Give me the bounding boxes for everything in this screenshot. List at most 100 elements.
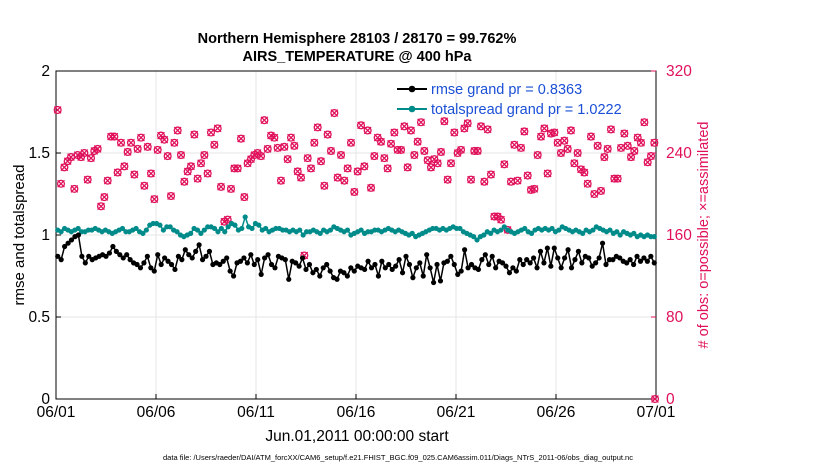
- totalspread-series-point: [522, 225, 528, 232]
- rmse-series-point: [103, 253, 109, 259]
- rmse-series-point: [482, 252, 488, 258]
- obs-count-marker: [480, 177, 489, 186]
- rmse-series-point: [65, 240, 71, 246]
- obs-count-marker: [560, 136, 569, 145]
- rmse-series-point: [593, 260, 599, 266]
- totalspread-series-point: [549, 225, 555, 232]
- rmse-series-point: [165, 258, 171, 264]
- obs-count-marker: [123, 147, 132, 157]
- obs-count-marker: [140, 181, 149, 190]
- x-tick-label: 06/11: [237, 404, 275, 421]
- totalspread-series-point: [300, 232, 306, 238]
- y-tick-label-right: 320: [666, 63, 692, 80]
- rmse-series-point: [124, 252, 130, 258]
- totalspread-series-point: [256, 222, 262, 228]
- obs-count-marker: [623, 141, 632, 150]
- rmse-series-point: [203, 253, 209, 259]
- totalspread-series-point: [157, 222, 163, 228]
- rmse-series-point: [541, 260, 547, 266]
- rmse-series-point: [299, 255, 306, 261]
- totalspread-series-point: [556, 227, 562, 233]
- obs-count-marker: [193, 174, 202, 183]
- data-file-footnote: data file: /Users/raeder/DAI/ATM_forcXX/…: [163, 453, 633, 462]
- obs-count-marker: [180, 177, 189, 186]
- rmse-series-point: [58, 257, 64, 263]
- obs-count-marker: [650, 394, 660, 404]
- y-tick-label-right: 160: [666, 227, 692, 244]
- rmse-series-point: [272, 265, 278, 271]
- x-tick-label: 06/16: [337, 404, 376, 421]
- rmse-series-point: [430, 279, 437, 286]
- rmse-series-point: [162, 255, 168, 261]
- totalspread-series-point: [614, 229, 620, 235]
- obs-count-marker: [340, 176, 349, 185]
- totalspread-series-point: [409, 230, 415, 236]
- obs-count-marker: [313, 123, 322, 132]
- rmse-series-point: [548, 263, 554, 269]
- obs-count-marker: [426, 163, 436, 172]
- totalspread-series-point: [344, 227, 351, 233]
- obs-count-marker: [216, 182, 226, 191]
- rmse-series-point: [468, 261, 475, 268]
- rmse-series-point: [75, 232, 82, 238]
- totalspread-series-point: [140, 230, 146, 236]
- y-tick-label-left: 0.5: [28, 309, 50, 326]
- obs-count-marker: [506, 177, 516, 186]
- rmse-series-point: [503, 263, 509, 269]
- totalspread-series-point: [631, 230, 637, 236]
- obs-count-marker: [376, 137, 386, 146]
- obs-count-marker: [630, 146, 639, 156]
- rmse-series-point: [630, 261, 637, 268]
- totalspread-series-point: [75, 225, 81, 232]
- rmse-series-point: [86, 253, 92, 259]
- obs-count-marker: [56, 179, 66, 188]
- totalspread-series-point: [201, 227, 207, 233]
- obs-count-marker: [306, 164, 316, 173]
- y-tick-label-right: 0: [666, 391, 675, 408]
- obs-count-marker: [573, 148, 582, 158]
- rmse-series-point: [62, 243, 68, 250]
- rmse-series-point: [313, 266, 319, 273]
- x-tick-labels: 06/01 06/06 06/11 06/16 06/21 06/26 07/01: [37, 404, 676, 421]
- obs-count-marker: [150, 195, 159, 204]
- totalspread-series-point: [198, 230, 204, 236]
- rmse-series-point: [610, 257, 616, 263]
- totalspread-series-point: [249, 225, 255, 232]
- obs-count-marker: [620, 129, 629, 138]
- obs-count-marker: [600, 153, 609, 162]
- legend-entry-spread: totalspread grand pr = 1.0222: [397, 102, 622, 118]
- rmse-series-point: [310, 270, 316, 276]
- obs-count-marker: [233, 164, 242, 173]
- rmse-series-point: [375, 273, 382, 279]
- obs-count-marker: [110, 132, 119, 141]
- obs-count-marker: [520, 127, 529, 136]
- rmse-series-point: [562, 255, 568, 261]
- rmse-series-point: [568, 265, 575, 271]
- obs-count-marker: [603, 144, 612, 153]
- totalspread-series-point: [239, 225, 245, 232]
- rmse-series-point: [303, 266, 309, 273]
- rmse-series-point: [403, 253, 409, 259]
- obs-count-marker: [583, 179, 592, 188]
- rmse-series: [55, 232, 657, 286]
- obs-count-marker: [66, 153, 76, 162]
- rmse-series-point: [362, 266, 368, 273]
- y-axis-label-left: rmse and totalspread: [11, 165, 28, 306]
- obs-count-marker: [113, 168, 122, 177]
- obs-count-marker: [463, 119, 472, 128]
- totalspread-series-point: [222, 229, 228, 235]
- obs-count-marker: [400, 122, 409, 131]
- rmse-series-point: [296, 263, 302, 269]
- obs-count-series: [53, 105, 659, 260]
- totalspread-series-point: [498, 227, 504, 233]
- rmse-series-point: [534, 265, 540, 271]
- obs-count-marker: [540, 124, 549, 133]
- totalspread-series-point: [590, 227, 596, 233]
- totalspread-series-point: [481, 232, 487, 238]
- obs-count-marker: [566, 126, 576, 135]
- x-tick-label: 06/01: [37, 404, 76, 421]
- obs-count-marker: [483, 125, 492, 134]
- totalspread-series-point: [327, 227, 334, 233]
- rmse-series-point: [351, 268, 357, 274]
- rmse-series-point: [599, 240, 606, 246]
